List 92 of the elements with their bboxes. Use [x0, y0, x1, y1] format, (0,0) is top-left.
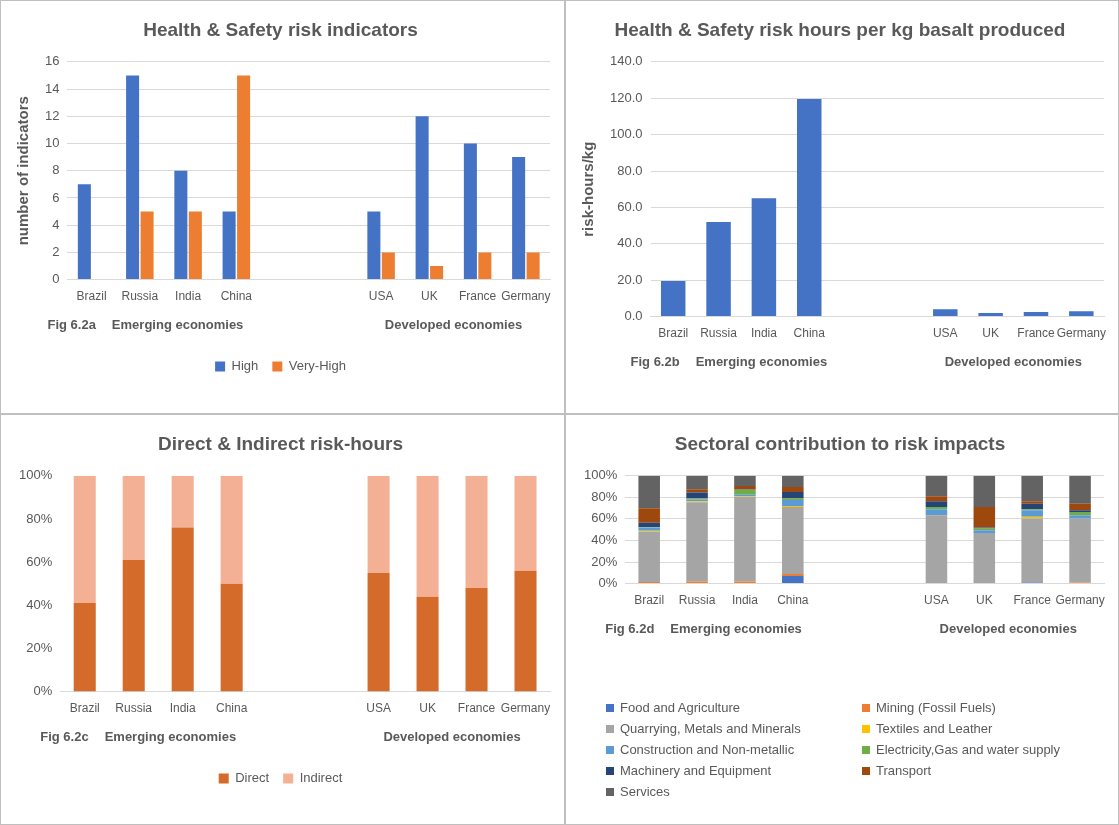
legend-label: Electricity,Gas and water supply [876, 742, 1060, 757]
x-tick-label: Russia [700, 326, 738, 341]
legend-label: Quarrying, Metals and Minerals [620, 721, 801, 736]
chart-title: Direct & Indirect risk-hours [158, 432, 403, 454]
x-tick-label: Germany [500, 701, 551, 716]
y-tick-label: 60% [26, 553, 53, 569]
x-tick-label: Russia [121, 289, 159, 304]
y-tick-label: 20% [591, 553, 618, 569]
y-tick-label: 100.0 [609, 126, 643, 142]
y-tick-label: 40.0 [617, 235, 643, 251]
y-tick-label: 8 [52, 162, 60, 178]
y-tick-label: 0% [33, 683, 53, 699]
y-tick-label: 16 [44, 53, 60, 69]
y-tick-label: 14 [44, 80, 60, 96]
legend-label: Very-High [288, 358, 346, 374]
caption: Fig 6.2b [630, 354, 680, 370]
x-tick-label: Russia [678, 593, 716, 608]
y-tick-label: 6 [52, 189, 60, 205]
y-tick-label: 100% [19, 467, 53, 483]
y-axis-title: risk-hours/kg [579, 141, 597, 237]
legend-label: Machinery and Equipment [620, 763, 772, 778]
x-tick-label: France [457, 701, 496, 716]
y-tick-label: 100% [584, 467, 618, 483]
x-tick-label: France [1017, 326, 1055, 341]
y-tick-label: 0 [52, 271, 60, 287]
caption: Fig 6.2d [605, 621, 655, 637]
x-tick-label: USA [368, 289, 394, 304]
y-axis-title: number of indicators [14, 96, 32, 246]
y-tick-label: 60% [591, 510, 618, 526]
x-tick-label: Germany [501, 289, 551, 304]
x-tick-label: Brazil [658, 326, 689, 341]
x-tick-label: USA [924, 593, 949, 608]
legend-label: Transport [876, 763, 932, 778]
y-tick-label: 120.0 [609, 89, 643, 105]
text: Developed economies [939, 621, 1077, 637]
legend-label: Food and Agriculture [620, 700, 740, 715]
chart-title: Health & Safety risk indicators [143, 18, 418, 40]
x-tick-label: Brazil [76, 289, 107, 304]
text: Emerging economies [111, 317, 244, 333]
legend-label: High [231, 358, 259, 374]
y-tick-label: 40% [26, 596, 53, 612]
x-tick-label: Brazil [634, 593, 665, 608]
y-tick-label: 40% [591, 532, 618, 548]
caption: Fig 6.2a [47, 317, 97, 333]
legend-label: Mining (Fossil Fuels) [876, 700, 996, 715]
y-tick-label: 140.0 [609, 53, 643, 69]
x-tick-label: France [1013, 593, 1052, 608]
x-tick-label: India [731, 593, 759, 608]
x-tick-label: China [777, 593, 809, 608]
y-tick-label: 20% [26, 640, 53, 656]
legend-label: Direct [235, 770, 270, 786]
x-tick-label: China [220, 289, 253, 304]
y-tick-label: 80% [591, 488, 618, 504]
x-tick-label: Germany [1056, 326, 1107, 341]
x-tick-label: Russia [115, 701, 153, 716]
x-tick-label: Germany [1055, 593, 1105, 608]
x-tick-label: China [215, 701, 248, 716]
y-tick-label: 4 [52, 216, 60, 232]
y-tick-label: 0% [598, 575, 618, 591]
caption: Fig 6.2c [40, 729, 89, 745]
y-tick-label: 60.0 [617, 198, 643, 214]
y-tick-label: 80% [26, 510, 53, 526]
text: Developed economies [383, 729, 521, 745]
x-tick-label: India [169, 701, 197, 716]
legend-label: Construction and Non-metallic [620, 742, 795, 757]
chart-title: Sectoral contribution to risk impacts [674, 432, 1006, 454]
legend-label: Services [620, 784, 670, 799]
y-tick-label: 20.0 [617, 271, 643, 287]
x-tick-label: UK [419, 701, 436, 716]
legend-label: Textiles and Leather [876, 721, 993, 736]
x-tick-label: UK [975, 593, 993, 608]
y-tick-label: 10 [44, 135, 60, 151]
chart-title: Health & Safety risk hours per kg basalt produced [614, 18, 1066, 40]
text: Developed economies [944, 354, 1082, 370]
y-tick-label: 80.0 [617, 162, 643, 178]
x-tick-label: India [750, 326, 778, 341]
text: Emerging economies [695, 354, 828, 370]
legend-label: Indirect [299, 770, 343, 786]
x-tick-label: UK [982, 326, 999, 341]
x-tick-label: India [175, 289, 202, 304]
text: Emerging economies [670, 621, 802, 637]
x-tick-label: UK [421, 289, 438, 304]
x-tick-label: USA [366, 701, 391, 716]
x-tick-label: China [793, 326, 826, 341]
x-tick-label: Brazil [69, 701, 100, 716]
x-tick-label: USA [932, 326, 958, 341]
text: Developed economies [384, 317, 523, 333]
y-tick-label: 0.0 [624, 308, 643, 324]
text: Emerging economies [104, 729, 237, 745]
x-tick-label: France [458, 289, 497, 304]
y-tick-label: 12 [44, 107, 60, 123]
y-tick-label: 2 [52, 243, 60, 259]
